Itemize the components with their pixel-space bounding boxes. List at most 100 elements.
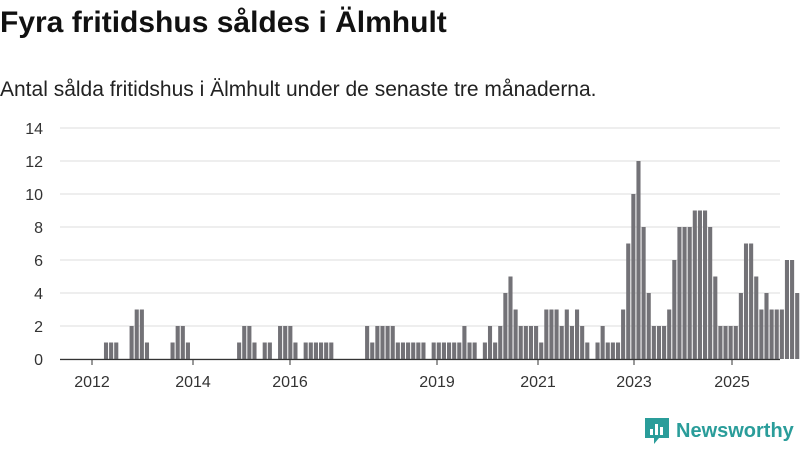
bar <box>293 342 298 359</box>
bar <box>575 309 580 359</box>
bar <box>385 326 390 359</box>
bar <box>395 342 400 359</box>
bar <box>482 342 487 359</box>
bar <box>324 342 329 359</box>
gridlines <box>60 127 780 360</box>
bar <box>626 243 631 359</box>
bar <box>784 260 790 359</box>
bar <box>651 326 656 359</box>
bar <box>313 342 318 359</box>
y-tick-label: 6 <box>34 253 43 270</box>
bar <box>467 342 472 359</box>
bar <box>662 326 667 359</box>
bar <box>134 309 139 359</box>
bar <box>421 342 426 359</box>
bar <box>636 161 641 359</box>
bar <box>380 326 385 359</box>
bar <box>677 227 682 359</box>
bar <box>288 326 293 359</box>
bar <box>375 326 380 359</box>
bar <box>605 342 610 359</box>
bar <box>539 342 544 359</box>
bar <box>441 342 446 359</box>
bar <box>646 293 651 359</box>
bar <box>308 342 313 359</box>
bar <box>569 326 574 359</box>
bar <box>779 309 784 359</box>
bar <box>400 342 406 359</box>
bar <box>713 276 718 359</box>
bar <box>621 309 626 359</box>
bar <box>585 342 590 359</box>
bar <box>462 326 467 359</box>
bar <box>144 342 150 359</box>
bar <box>114 342 119 359</box>
bar <box>185 342 190 359</box>
bar <box>564 309 569 359</box>
y-tick-label: 0 <box>34 352 43 369</box>
bar <box>503 293 508 359</box>
bar <box>528 326 534 359</box>
bar <box>493 342 498 359</box>
bar <box>513 309 518 359</box>
bar <box>370 342 375 359</box>
bar <box>319 342 324 359</box>
bars: 4 <box>103 161 800 359</box>
bar <box>534 326 539 359</box>
bar <box>452 342 457 359</box>
bar <box>247 326 252 359</box>
bar <box>109 342 114 359</box>
bar <box>544 309 549 359</box>
x-tick-label: 2012 <box>74 374 110 391</box>
x-tick-label: 2025 <box>714 374 750 391</box>
bar <box>672 260 677 359</box>
bar <box>103 342 109 359</box>
bar <box>667 309 672 359</box>
bar <box>600 326 605 359</box>
bar <box>718 326 723 359</box>
bar <box>508 276 513 359</box>
bar <box>139 309 144 359</box>
y-tick-label: 12 <box>25 154 43 171</box>
bar <box>754 276 759 359</box>
bar <box>237 342 242 359</box>
bar <box>170 342 175 359</box>
bar <box>411 342 416 359</box>
bar <box>774 309 779 359</box>
bar <box>749 243 754 359</box>
bar <box>743 243 749 359</box>
bar <box>487 326 493 359</box>
newsworthy-logo-icon <box>645 418 669 444</box>
bar <box>682 227 687 359</box>
y-axis-ticks: 0 2 4 6 8 10 12 14 <box>25 121 43 369</box>
bar <box>390 326 395 359</box>
bar <box>283 326 288 359</box>
bar <box>329 342 334 359</box>
bar <box>656 326 662 359</box>
bar <box>436 342 441 359</box>
bar <box>790 260 795 359</box>
bar <box>457 342 462 359</box>
bar <box>559 326 564 359</box>
bar <box>518 326 523 359</box>
bar <box>697 210 702 359</box>
bar <box>708 227 713 359</box>
newsworthy-logo: Newsworthy <box>645 418 794 444</box>
x-tick-label: 2023 <box>616 374 652 391</box>
bar <box>303 342 308 359</box>
bar <box>365 326 370 359</box>
y-tick-label: 2 <box>34 319 43 336</box>
bar <box>447 342 452 359</box>
bar <box>769 309 774 359</box>
bar <box>615 342 621 359</box>
x-tick-label: 2014 <box>175 374 211 391</box>
x-axis-ticks: 2012 2014 2016 2019 2021 2023 2025 <box>60 358 780 391</box>
bar <box>595 342 600 359</box>
bar <box>687 227 692 359</box>
bar <box>416 342 421 359</box>
bar <box>641 227 646 359</box>
bar <box>554 309 559 359</box>
bar <box>795 293 800 359</box>
bar <box>759 309 764 359</box>
